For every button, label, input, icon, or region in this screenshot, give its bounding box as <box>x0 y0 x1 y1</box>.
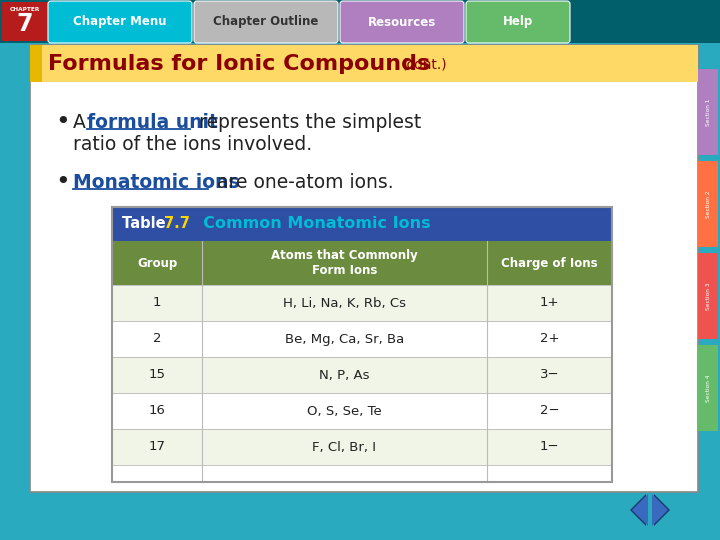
Text: •: • <box>55 170 70 194</box>
Text: 2: 2 <box>153 333 161 346</box>
Text: CHAPTER: CHAPTER <box>10 7 40 12</box>
Text: H, Li, Na, K, Rb, Cs: H, Li, Na, K, Rb, Cs <box>283 296 406 309</box>
Bar <box>112 429 612 465</box>
Text: Resources: Resources <box>368 16 436 29</box>
FancyBboxPatch shape <box>466 1 570 43</box>
Bar <box>0 0 720 43</box>
Text: Atoms that Commonly
Form Ions: Atoms that Commonly Form Ions <box>271 248 418 278</box>
FancyBboxPatch shape <box>48 1 192 43</box>
Text: Section 4: Section 4 <box>706 374 711 402</box>
Text: Section 1: Section 1 <box>706 98 711 126</box>
Bar <box>30 45 698 492</box>
Text: Charge of Ions: Charge of Ions <box>501 256 598 269</box>
Polygon shape <box>632 494 648 526</box>
Polygon shape <box>654 494 670 526</box>
FancyBboxPatch shape <box>194 1 338 43</box>
Text: Group: Group <box>137 256 177 269</box>
Text: ratio of the ions involved.: ratio of the ions involved. <box>73 134 312 153</box>
Text: Be, Mg, Ca, Sr, Ba: Be, Mg, Ca, Sr, Ba <box>285 333 404 346</box>
Text: •: • <box>55 110 70 134</box>
Bar <box>698 69 718 155</box>
Text: 3−: 3− <box>540 368 559 381</box>
Bar <box>112 321 612 357</box>
Text: Chapter Menu: Chapter Menu <box>73 16 167 29</box>
FancyBboxPatch shape <box>340 1 464 43</box>
Bar <box>112 207 612 241</box>
Bar <box>112 285 612 321</box>
Text: 7.7: 7.7 <box>164 217 190 232</box>
Bar <box>112 357 612 393</box>
Text: A: A <box>73 112 92 132</box>
Text: (cont.): (cont.) <box>402 57 448 71</box>
Text: 1: 1 <box>153 296 161 309</box>
Text: O, S, Se, Te: O, S, Se, Te <box>307 404 382 417</box>
Bar <box>112 207 612 482</box>
Text: 2+: 2+ <box>540 333 559 346</box>
Bar <box>698 161 718 247</box>
Text: 17: 17 <box>148 441 166 454</box>
Bar <box>30 45 698 82</box>
Bar <box>698 253 718 339</box>
Bar <box>112 241 612 285</box>
Bar <box>2 2 48 41</box>
Polygon shape <box>630 494 646 526</box>
Polygon shape <box>30 45 42 82</box>
Polygon shape <box>652 494 668 526</box>
Text: Chapter Outline: Chapter Outline <box>213 16 319 29</box>
Text: formula unit: formula unit <box>87 112 218 132</box>
Text: Common Monatomic Ions: Common Monatomic Ions <box>192 217 431 232</box>
Text: Formulas for Ionic Compounds: Formulas for Ionic Compounds <box>48 54 431 74</box>
Text: F, Cl, Br, I: F, Cl, Br, I <box>312 441 377 454</box>
Text: Monatomic ions: Monatomic ions <box>73 172 240 192</box>
Text: Section 2: Section 2 <box>706 190 711 218</box>
Text: 15: 15 <box>148 368 166 381</box>
Text: represents the simplest: represents the simplest <box>193 112 421 132</box>
Bar <box>698 345 718 431</box>
Bar <box>112 393 612 429</box>
Text: 7: 7 <box>17 12 33 36</box>
Text: N, P, As: N, P, As <box>319 368 370 381</box>
Text: 2−: 2− <box>540 404 559 417</box>
Text: Section 3: Section 3 <box>706 282 711 310</box>
Text: 16: 16 <box>148 404 166 417</box>
Text: Table: Table <box>122 217 171 232</box>
Text: 1−: 1− <box>540 441 559 454</box>
Text: are one-atom ions.: are one-atom ions. <box>211 172 394 192</box>
Text: 1+: 1+ <box>540 296 559 309</box>
Text: Help: Help <box>503 16 533 29</box>
